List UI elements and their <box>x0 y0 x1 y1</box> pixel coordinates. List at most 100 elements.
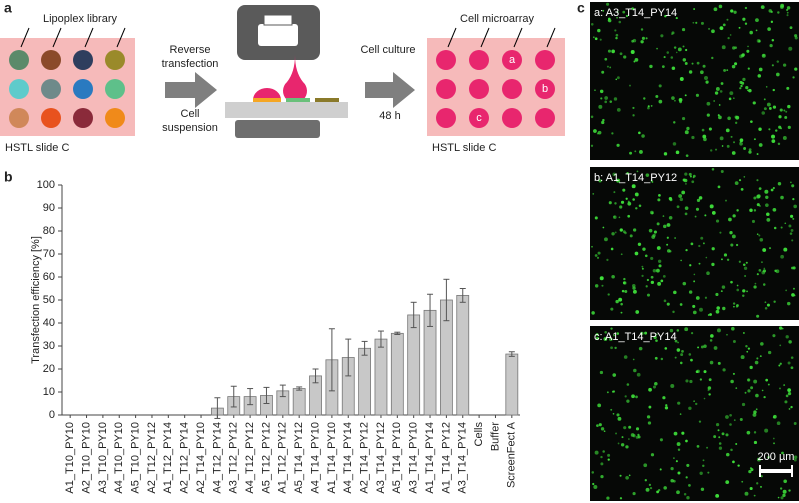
cell <box>629 151 633 155</box>
cell <box>615 299 619 304</box>
cell <box>715 292 719 297</box>
cell <box>700 487 705 491</box>
cell <box>735 442 738 445</box>
bar <box>390 332 404 416</box>
cell <box>729 231 733 235</box>
cell <box>753 138 756 141</box>
cell <box>699 471 703 475</box>
y-tick-label: 30 <box>43 340 55 352</box>
cell <box>751 219 755 223</box>
cell <box>645 173 650 177</box>
cell <box>718 446 723 450</box>
x-tick-label: A1_T14_PY14 <box>424 422 436 494</box>
cell <box>723 253 728 257</box>
cell <box>711 247 715 251</box>
cell <box>767 350 772 355</box>
cell <box>636 170 639 173</box>
cell <box>774 269 777 273</box>
cell <box>631 39 634 43</box>
cell <box>745 261 748 264</box>
cell <box>740 355 745 360</box>
cell <box>597 28 601 33</box>
cell <box>679 303 683 306</box>
cell <box>739 138 744 143</box>
cell <box>634 150 637 153</box>
cell <box>656 47 658 50</box>
cell <box>683 493 687 496</box>
cell <box>750 120 753 123</box>
cell <box>735 121 738 124</box>
cell <box>777 142 781 146</box>
cell <box>674 237 676 239</box>
cell <box>663 224 667 229</box>
cell <box>621 436 624 439</box>
cell <box>596 424 599 427</box>
cell <box>713 346 718 350</box>
cell <box>620 443 625 447</box>
cell <box>622 10 626 14</box>
text: HSTL slide C <box>5 142 69 154</box>
cell <box>759 355 762 358</box>
spots <box>9 27 126 128</box>
cell <box>729 91 734 96</box>
cell <box>706 113 710 117</box>
cell <box>659 468 662 471</box>
bar <box>505 353 519 416</box>
cell <box>756 273 759 276</box>
cell <box>655 268 660 273</box>
cell <box>629 84 631 87</box>
cell <box>778 364 781 367</box>
cell <box>788 408 791 410</box>
spot <box>469 108 489 128</box>
y-tick-label: 90 <box>43 202 55 214</box>
cell <box>624 289 628 293</box>
cell <box>758 187 762 190</box>
cell <box>722 368 726 372</box>
cell <box>780 195 784 200</box>
cell <box>729 34 732 36</box>
cell <box>684 206 689 210</box>
cell <box>615 33 619 37</box>
cell <box>623 355 628 359</box>
cell <box>753 379 758 384</box>
cell <box>695 21 698 24</box>
cell <box>618 297 623 302</box>
cell <box>671 96 675 100</box>
cell <box>672 310 675 314</box>
cell <box>787 388 792 392</box>
cell <box>688 172 692 176</box>
cell <box>707 386 712 390</box>
cell <box>630 433 635 437</box>
text: Cell <box>181 108 200 120</box>
cell <box>786 86 790 90</box>
cell <box>732 302 736 305</box>
cell <box>793 455 798 459</box>
cell <box>681 27 686 32</box>
cell <box>663 299 667 303</box>
spot <box>73 108 93 128</box>
cell <box>750 386 754 390</box>
cell <box>647 421 652 425</box>
cell <box>612 390 616 393</box>
cell <box>677 448 681 451</box>
cell <box>592 36 595 39</box>
cell <box>656 490 660 494</box>
cell <box>688 484 691 487</box>
cell <box>674 356 677 359</box>
cell <box>772 334 776 338</box>
cell <box>685 154 689 158</box>
cell <box>594 37 598 41</box>
cell <box>684 94 687 97</box>
cell <box>606 391 609 394</box>
cell <box>787 392 792 396</box>
cell <box>691 180 695 184</box>
cell <box>769 44 773 48</box>
cell <box>677 47 682 52</box>
cell <box>780 226 783 229</box>
cell <box>657 259 662 263</box>
cell <box>720 82 724 85</box>
cell <box>699 307 703 312</box>
cell <box>762 248 767 252</box>
panel-c: c a: A3_T14_PY14 b: A1_T14_PY12 c: A1_T14_… <box>577 0 799 501</box>
cell <box>793 458 797 462</box>
